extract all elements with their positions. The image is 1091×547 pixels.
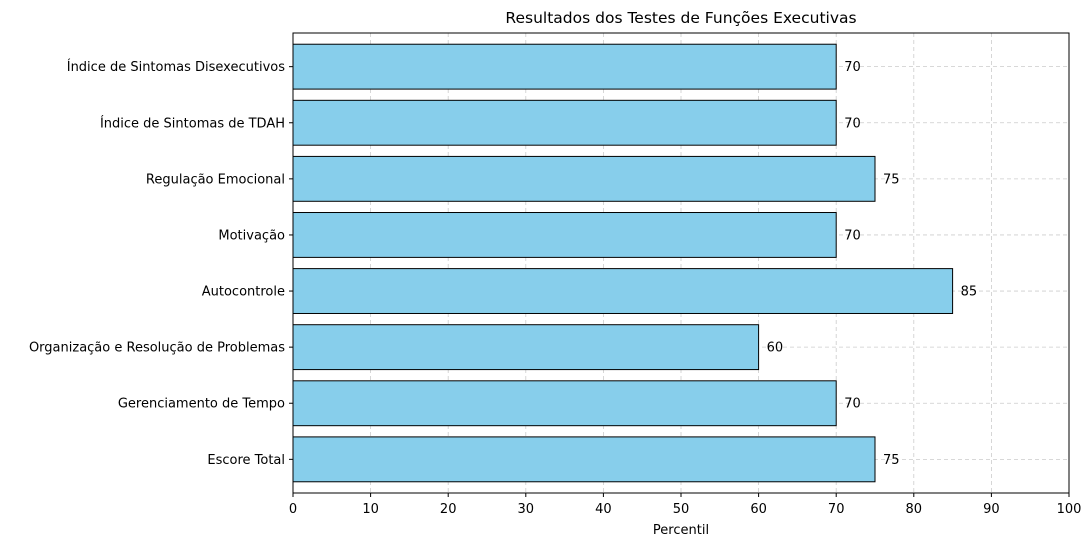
y-tick-label: Motivação [218, 228, 285, 243]
chart-title: Resultados dos Testes de Funções Executi… [505, 9, 856, 27]
data-label: 70 [844, 228, 861, 243]
data-label: 85 [961, 285, 978, 300]
bars-group: 75 70 60 85 70 75 70 70 [292, 43, 978, 483]
x-tick-label: 60 [750, 502, 767, 517]
data-label: 75 [883, 453, 900, 468]
x-tick-label: 80 [906, 502, 923, 517]
bar [292, 380, 837, 427]
x-tick-label: 10 [362, 502, 379, 517]
y-tick-label: Organização e Resolução de Problemas [29, 341, 285, 356]
y-tick-label: Regulação Emocional [146, 172, 285, 187]
x-tick-label: 50 [673, 502, 690, 517]
x-tick-label: 100 [1057, 502, 1082, 517]
bar [292, 155, 876, 202]
x-ticks: 0 10 20 30 40 50 60 70 80 90 100 [289, 493, 1082, 517]
x-tick-label: 20 [440, 502, 457, 517]
bar [292, 268, 954, 314]
bar [292, 212, 837, 258]
bar [292, 324, 760, 371]
y-tick-label: Escore Total [207, 453, 285, 468]
x-axis-label: Percentil [653, 523, 709, 538]
y-tick-label: Gerenciamento de Tempo [118, 397, 285, 412]
x-tick-label: 30 [518, 502, 535, 517]
y-tick-label: Autocontrole [202, 285, 285, 300]
bar [292, 43, 837, 90]
data-label: 70 [844, 116, 861, 131]
y-tick-labels: Escore Total Gerenciamento de Tempo Organi… [29, 59, 293, 468]
data-label: 60 [767, 341, 784, 356]
data-label: 75 [883, 172, 900, 187]
y-tick-label: Índice de Sintomas de TDAH [100, 115, 285, 131]
y-tick-label: Índice de Sintomas Disexecutivos [67, 59, 285, 75]
data-label: 70 [844, 60, 861, 75]
bar [292, 99, 837, 146]
plot-frame [292, 32, 1070, 494]
x-tick-label: 40 [595, 502, 612, 517]
x-tick-label: 0 [289, 502, 297, 517]
x-tick-label: 90 [983, 502, 1000, 517]
data-label: 70 [844, 397, 861, 412]
bar [292, 436, 876, 483]
x-tick-label: 70 [828, 502, 845, 517]
